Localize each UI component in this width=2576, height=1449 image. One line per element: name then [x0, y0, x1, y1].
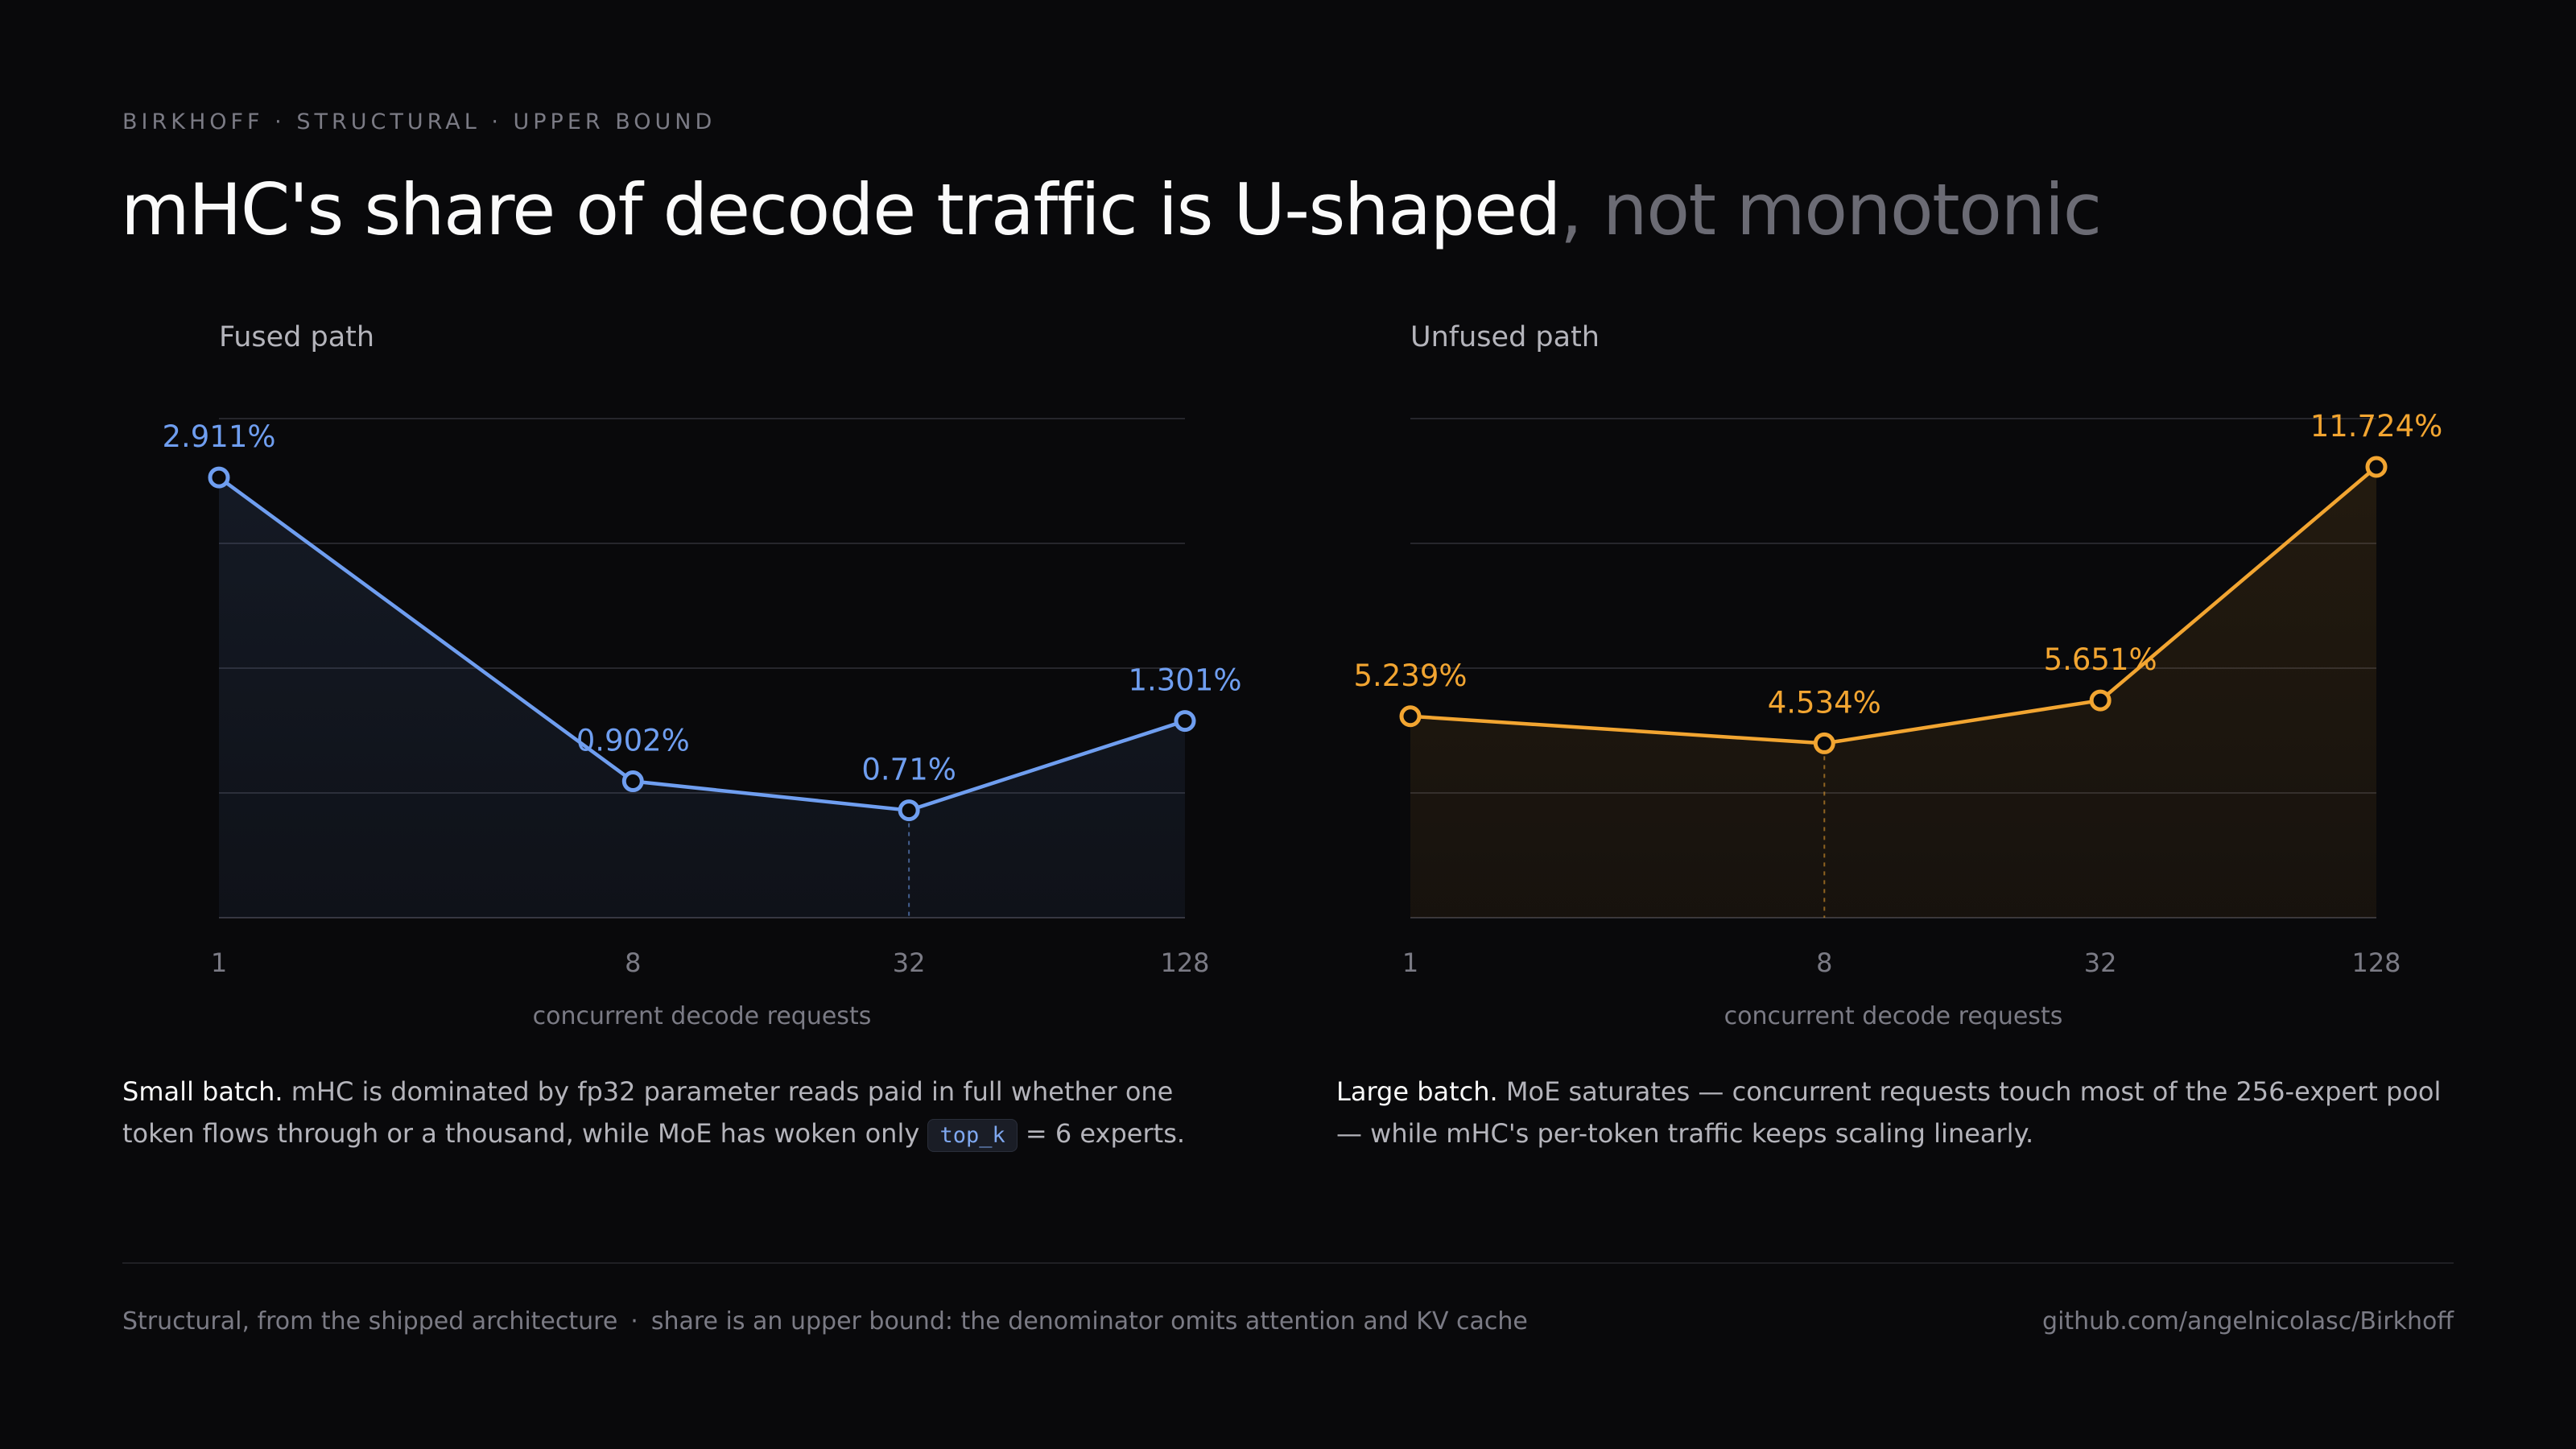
unfused-chart-title: Unfused path: [1410, 321, 1600, 353]
caption-right-lead: Large batch.: [1336, 1076, 1498, 1107]
data-point: [208, 466, 230, 489]
caption-left-text-after: = 6 experts.: [1017, 1118, 1186, 1149]
data-label: 4.534%: [1768, 685, 1881, 720]
data-label: 2.911%: [162, 419, 275, 454]
fused-chart-title: Fused path: [219, 321, 374, 353]
footer-note-b: share is an upper bound: the denominator…: [650, 1307, 1528, 1335]
data-point: [1174, 710, 1196, 733]
x-tick-label: 128: [2351, 947, 2401, 978]
page-title: mHC's share of decode traffic is U-shape…: [121, 167, 2102, 253]
x-axis-label: concurrent decode requests: [533, 1002, 872, 1030]
x-tick-label: 128: [1160, 947, 1209, 978]
data-label: 5.239%: [1353, 658, 1467, 693]
fused-area: [219, 477, 1185, 918]
caption-left-lead: Small batch.: [122, 1076, 283, 1107]
caption-left-text-before: mHC is dominated by fp32 parameter reads…: [122, 1076, 1174, 1149]
caption-right-text: MoE saturates — concurrent requests touc…: [1336, 1076, 2442, 1149]
data-point: [1399, 705, 1422, 728]
data-point: [2089, 689, 2112, 712]
footer-note-a: Structural, from the shipped architectur…: [122, 1307, 618, 1335]
code-top-k: top_k: [927, 1119, 1018, 1152]
eyebrow-label: BIRKHOFF · STRUCTURAL · UPPER BOUND: [122, 109, 716, 134]
caption-large-batch: Large batch. MoE saturates — concurrent …: [1336, 1071, 2463, 1154]
x-axis-label: concurrent decode requests: [1724, 1002, 2063, 1030]
data-label: 11.724%: [2310, 409, 2443, 444]
data-label: 0.902%: [576, 724, 690, 758]
footer-separator: ·: [630, 1307, 638, 1335]
fused-series-line: [217, 475, 1187, 812]
data-label: 5.651%: [2044, 642, 2157, 677]
title-muted: , not monotonic: [1559, 168, 2102, 251]
unfused-chart: Unfused path 5.239% 4.534% 5.651% 11.724% 1 8 3…: [1353, 321, 2442, 1030]
data-point: [898, 799, 920, 822]
x-tick-label: 8: [625, 947, 641, 978]
x-tick-label: 8: [1816, 947, 1832, 978]
data-label: 1.301%: [1128, 663, 1241, 698]
x-tick-label: 32: [2084, 947, 2117, 978]
fused-chart: Fused path 2.911% 0.902% 0.71% 1.301% 1 8 32 128…: [162, 321, 1241, 1030]
title-main: mHC's share of decode traffic is U-shape…: [121, 168, 1561, 251]
repo-link[interactable]: github.com/angelnicolasc/Birkhoff: [2042, 1307, 2454, 1335]
data-label: 0.71%: [861, 753, 956, 787]
x-tick-label: 1: [1402, 947, 1418, 978]
footer-note: Structural, from the shipped architectur…: [122, 1307, 1528, 1335]
caption-small-batch: Small batch. mHC is dominated by fp32 pa…: [122, 1071, 1249, 1157]
data-point: [1813, 732, 1835, 754]
data-point: [2365, 456, 2388, 478]
x-tick-label: 1: [211, 947, 227, 978]
x-tick-label: 32: [893, 947, 926, 978]
unfused-series-line: [1408, 464, 2379, 745]
data-point: [621, 770, 644, 793]
unfused-area: [1410, 466, 2376, 918]
footer-divider: [122, 1262, 2454, 1264]
